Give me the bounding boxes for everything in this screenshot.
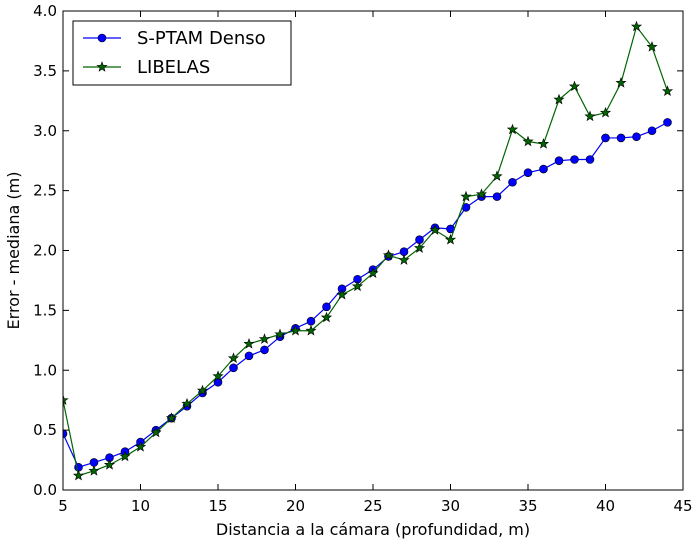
legend-label: LIBELAS [137, 57, 210, 78]
x-axis-label: Distancia a la cámara (profundidad, m) [216, 520, 530, 539]
series-layer [63, 20, 674, 481]
data-point-libelas [336, 288, 348, 300]
legend-entry-libelas: LIBELAS [83, 57, 210, 78]
x-tick-label: 45 [673, 497, 692, 515]
data-point-libelas [475, 188, 488, 199]
data-point-libelas [615, 76, 627, 88]
data-point-s-ptam-denso [508, 177, 517, 187]
data-point-libelas [537, 138, 550, 149]
series-s-ptam-denso [63, 118, 672, 472]
data-point-libelas [444, 233, 457, 245]
x-tick-label: 35 [518, 497, 537, 515]
data-point-libelas [661, 85, 674, 96]
x-tick-label: 25 [363, 497, 382, 515]
x-tick-label: 10 [131, 497, 150, 515]
data-point-libelas [227, 352, 240, 364]
series-line-s-ptam-denso [63, 121, 668, 468]
data-point-libelas [491, 170, 503, 181]
data-point-libelas [63, 394, 69, 405]
y-tick-label: 0.5 [33, 421, 57, 439]
data-point-libelas [320, 311, 333, 323]
data-point-libelas [305, 324, 317, 336]
data-point-libelas [429, 224, 441, 235]
data-point-s-ptam-denso [554, 156, 564, 165]
legend-swatch-marker [96, 61, 108, 72]
data-point-libelas [134, 441, 147, 452]
series-libelas [63, 20, 674, 481]
y-tick-label: 3.0 [33, 122, 57, 140]
legend-label: S-PTAM Denso [137, 28, 266, 49]
data-point-libelas [382, 249, 395, 261]
data-point-libelas [150, 426, 162, 438]
data-point-s-ptam-denso [260, 345, 269, 355]
data-point-libelas [522, 135, 534, 147]
legend: S-PTAM Denso LIBELAS [72, 20, 292, 86]
data-point-libelas [243, 338, 255, 349]
data-point-s-ptam-denso [632, 132, 641, 142]
data-point-s-ptam-denso [63, 429, 68, 439]
y-tick-label: 2.0 [33, 242, 57, 260]
data-point-libelas [460, 190, 472, 202]
x-tick-label: 30 [441, 497, 460, 515]
data-point-s-ptam-denso [570, 155, 579, 164]
data-point-s-ptam-denso [663, 118, 672, 127]
y-tick-label: 4.0 [33, 2, 57, 20]
data-point-s-ptam-denso [539, 164, 548, 174]
data-point-libelas [646, 41, 658, 52]
data-point-libelas [630, 20, 643, 32]
data-point-libelas [584, 110, 596, 122]
data-point-s-ptam-denso [492, 192, 502, 201]
data-point-s-ptam-denso [601, 133, 610, 143]
data-point-libelas [274, 328, 286, 340]
data-point-libelas [212, 370, 224, 381]
data-point-libelas [413, 242, 426, 253]
data-point-s-ptam-denso [585, 155, 595, 164]
x-tick-label: 20 [286, 497, 305, 515]
y-tick-label: 1.0 [33, 361, 57, 379]
data-point-libelas [289, 324, 302, 336]
data-point-libelas [553, 93, 565, 105]
data-point-libelas [196, 384, 209, 396]
x-tick-label: 15 [208, 497, 227, 515]
data-point-s-ptam-denso [229, 363, 238, 373]
data-point-s-ptam-denso [647, 126, 657, 136]
data-point-libelas [165, 412, 178, 423]
data-point-s-ptam-denso [616, 133, 626, 143]
data-point-libelas [351, 280, 364, 292]
data-point-libelas [88, 464, 100, 476]
data-point-libelas [568, 80, 581, 92]
ticks-layer: 5 10 15 20 25 30 35 40 45 0.0 0.5 1.0 1.5 2.0 2.5 3.0 3.… [33, 2, 692, 515]
data-point-libelas [72, 469, 85, 481]
data-point-libelas [506, 123, 519, 135]
data-point-libelas [181, 397, 193, 409]
y-tick-label: 2.5 [33, 182, 57, 200]
x-tick-label: 40 [596, 497, 615, 515]
data-point-s-ptam-denso [306, 316, 316, 326]
y-tick-label: 3.5 [33, 62, 57, 80]
data-point-s-ptam-denso [523, 168, 533, 177]
data-point-libelas [599, 106, 612, 118]
legend-box [72, 20, 292, 86]
data-point-s-ptam-denso [322, 302, 331, 312]
legend-swatch-marker [97, 33, 107, 43]
data-point-libelas [119, 450, 131, 462]
data-point-libelas [367, 267, 379, 278]
y-axis-label: Error - mediana (m) [4, 172, 23, 330]
data-point-libelas [103, 458, 116, 470]
data-point-s-ptam-denso [244, 351, 254, 361]
y-tick-label: 0.0 [33, 481, 57, 499]
series-line-libelas [63, 25, 669, 477]
legend-entry-s-ptam-denso: S-PTAM Denso [83, 28, 266, 49]
x-tick-label: 5 [58, 497, 68, 515]
data-point-libelas [398, 254, 410, 265]
y-tick-label: 1.5 [33, 301, 57, 319]
data-point-libelas [258, 333, 271, 344]
